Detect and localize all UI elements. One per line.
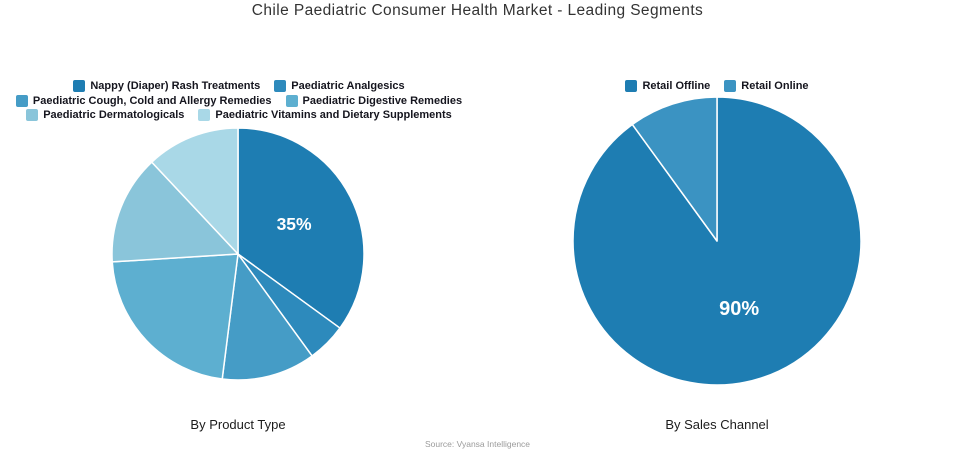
legend-swatch-icon [73,80,86,93]
pie-slice [111,161,239,263]
legend-swatch-icon [26,109,39,122]
legend-swatch-icon [198,109,211,122]
legend-item: Paediatric Digestive Remedies [285,94,463,107]
pie-sales-channel: 90% [572,96,862,386]
pie-slice [237,127,365,329]
legend-swatch-icon [724,80,737,93]
pie-product-type: 35% [111,127,365,381]
legend-item: Paediatric Vitamins and Dietary Suppleme… [198,109,452,122]
legend-item: Paediatric Dermatologicals [26,109,185,122]
legend-row: Paediatric Cough, Cold and Allergy Remed… [15,94,463,109]
legend-swatch-icon [15,94,28,107]
legend-item: Nappy (Diaper) Rash Treatments [73,80,261,93]
legend-swatch-icon [274,80,287,93]
page-title: Chile Paediatric Consumer Health Market … [251,2,704,19]
caption-product-type: By Product Type [190,417,286,432]
legend-label: Paediatric Cough, Cold and Allergy Remed… [32,94,272,107]
legend-label: Paediatric Vitamins and Dietary Suppleme… [215,109,452,122]
legend-label: Paediatric Dermatologicals [43,109,185,122]
legend-label: Nappy (Diaper) Rash Treatments [90,80,261,93]
legend-label: Paediatric Digestive Remedies [302,94,463,107]
pie-slice [631,96,718,242]
legend-item: Retail Offline [625,80,711,93]
legend-item: Retail Online [724,80,809,93]
legend-item: Paediatric Analgesics [274,80,405,93]
caption-sales-channel: By Sales Channel [665,417,769,432]
source-note: Source: Vyansa Intelligence [424,439,531,449]
legend-swatch-icon [285,94,298,107]
legend-item: Paediatric Cough, Cold and Allergy Remed… [15,94,272,107]
slice-percent-label: 90% [719,298,759,320]
legend-row: Nappy (Diaper) Rash Treatments Paediatric… [73,79,405,94]
legend-row: Paediatric Dermatologicals Paediatric Vit… [26,108,452,123]
legend-swatch-icon [625,80,638,93]
legend-sales-channel: Retail Offline Retail Online [597,79,837,94]
legend-row: Retail Offline Retail Online [625,79,809,94]
legend-label: Paediatric Analgesics [291,80,405,93]
legend-product-type: Nappy (Diaper) Rash Treatments Paediatric… [0,79,478,123]
legend-label: Retail Online [741,80,809,93]
pie-slice [151,127,239,255]
slice-percent-label: 35% [277,214,312,234]
pie-slice [111,253,239,380]
legend-label: Retail Offline [642,80,711,93]
pie-slice [221,253,313,381]
